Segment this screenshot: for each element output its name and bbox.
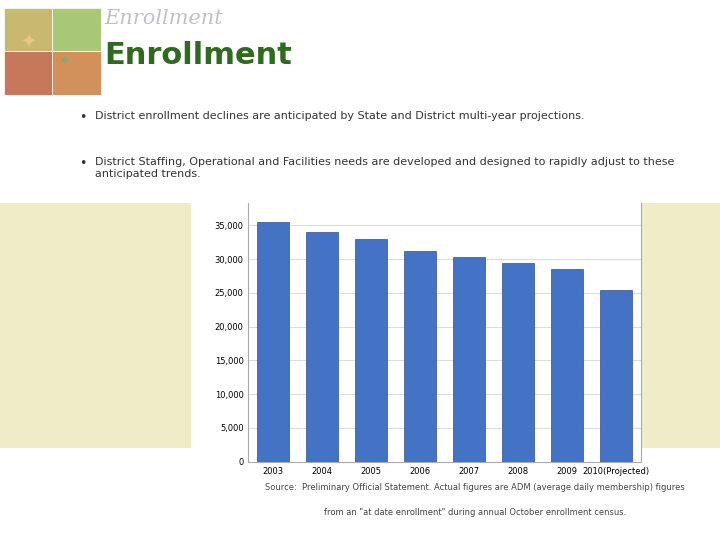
Text: from an "at date enrollment" during annual October enrollment census.: from an "at date enrollment" during annu… — [324, 508, 626, 517]
Bar — [306, 232, 338, 462]
Text: District enrollment declines are anticipated by State and District multi-year pr: District enrollment declines are anticip… — [95, 111, 585, 121]
Bar — [257, 222, 289, 462]
Text: ✦: ✦ — [58, 55, 70, 69]
Text: Enrollment: Enrollment — [104, 9, 223, 28]
Title: Enrollment: Enrollment — [406, 175, 483, 188]
Text: Source:  Preliminary Official Statement. Actual figures are ADM (average daily m: Source: Preliminary Official Statement. … — [266, 483, 685, 492]
Text: •: • — [79, 157, 86, 170]
Bar — [53, 51, 101, 94]
Bar — [355, 239, 387, 462]
Bar — [453, 257, 485, 462]
Text: Enrollment: Enrollment — [104, 41, 292, 70]
Bar — [503, 262, 534, 462]
Bar — [4, 51, 53, 94]
Bar — [404, 251, 436, 462]
Text: District Staffing, Operational and Facilities needs are developed and designed t: District Staffing, Operational and Facil… — [95, 157, 675, 179]
Text: •: • — [79, 111, 86, 124]
Text: ✦: ✦ — [19, 31, 36, 50]
Bar — [552, 268, 583, 462]
Bar — [4, 8, 53, 51]
Bar — [248, 192, 641, 462]
Bar — [53, 8, 101, 51]
Bar — [600, 289, 632, 462]
